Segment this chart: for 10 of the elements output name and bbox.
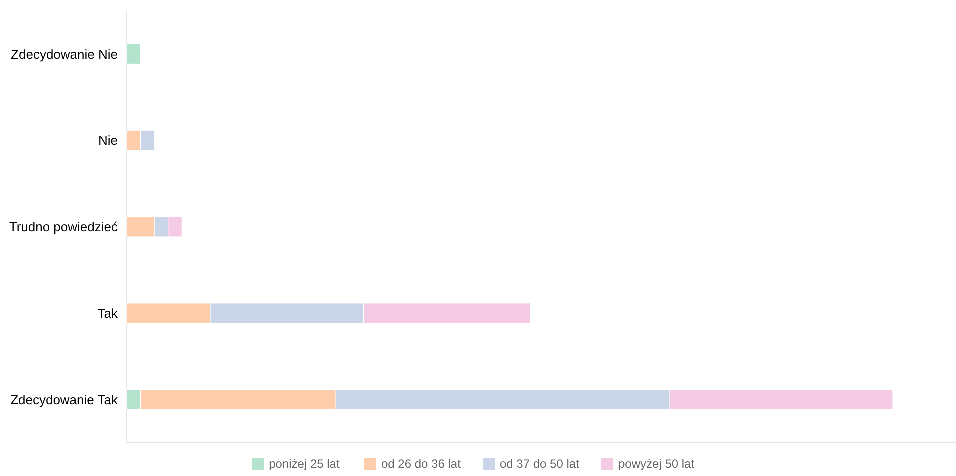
legend-label: od 26 do 36 lat — [382, 457, 462, 471]
y-tick-label: Nie — [98, 133, 118, 148]
legend-label: powyżej 50 lat — [618, 457, 696, 471]
y-tick-label: Zdecydowanie Tak — [10, 392, 118, 408]
y-tick-label: Tak — [98, 306, 118, 321]
bar — [126, 44, 142, 64]
y-tick-label: Trudno powiedzieć — [9, 220, 118, 235]
legend-label: od 37 do 50 lat — [500, 457, 580, 471]
y-tick-label: Zdecydowanie Nie — [11, 46, 118, 62]
legend-label: poniżej 25 lat — [269, 457, 340, 471]
